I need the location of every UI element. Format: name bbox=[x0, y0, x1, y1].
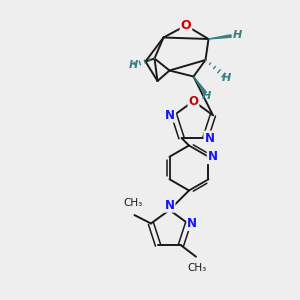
Text: CH₃: CH₃ bbox=[124, 199, 143, 208]
Text: H: H bbox=[128, 60, 137, 70]
Text: N: N bbox=[187, 217, 197, 230]
Text: N: N bbox=[164, 199, 175, 212]
Text: N: N bbox=[165, 109, 175, 122]
Polygon shape bbox=[194, 76, 206, 94]
Text: H: H bbox=[221, 73, 230, 83]
Polygon shape bbox=[208, 35, 231, 39]
Text: N: N bbox=[204, 131, 214, 145]
Text: O: O bbox=[181, 19, 191, 32]
Text: H: H bbox=[202, 91, 211, 101]
Text: N: N bbox=[208, 150, 218, 163]
Text: H: H bbox=[233, 30, 242, 40]
Text: CH₃: CH₃ bbox=[188, 263, 207, 273]
Text: O: O bbox=[188, 94, 199, 108]
